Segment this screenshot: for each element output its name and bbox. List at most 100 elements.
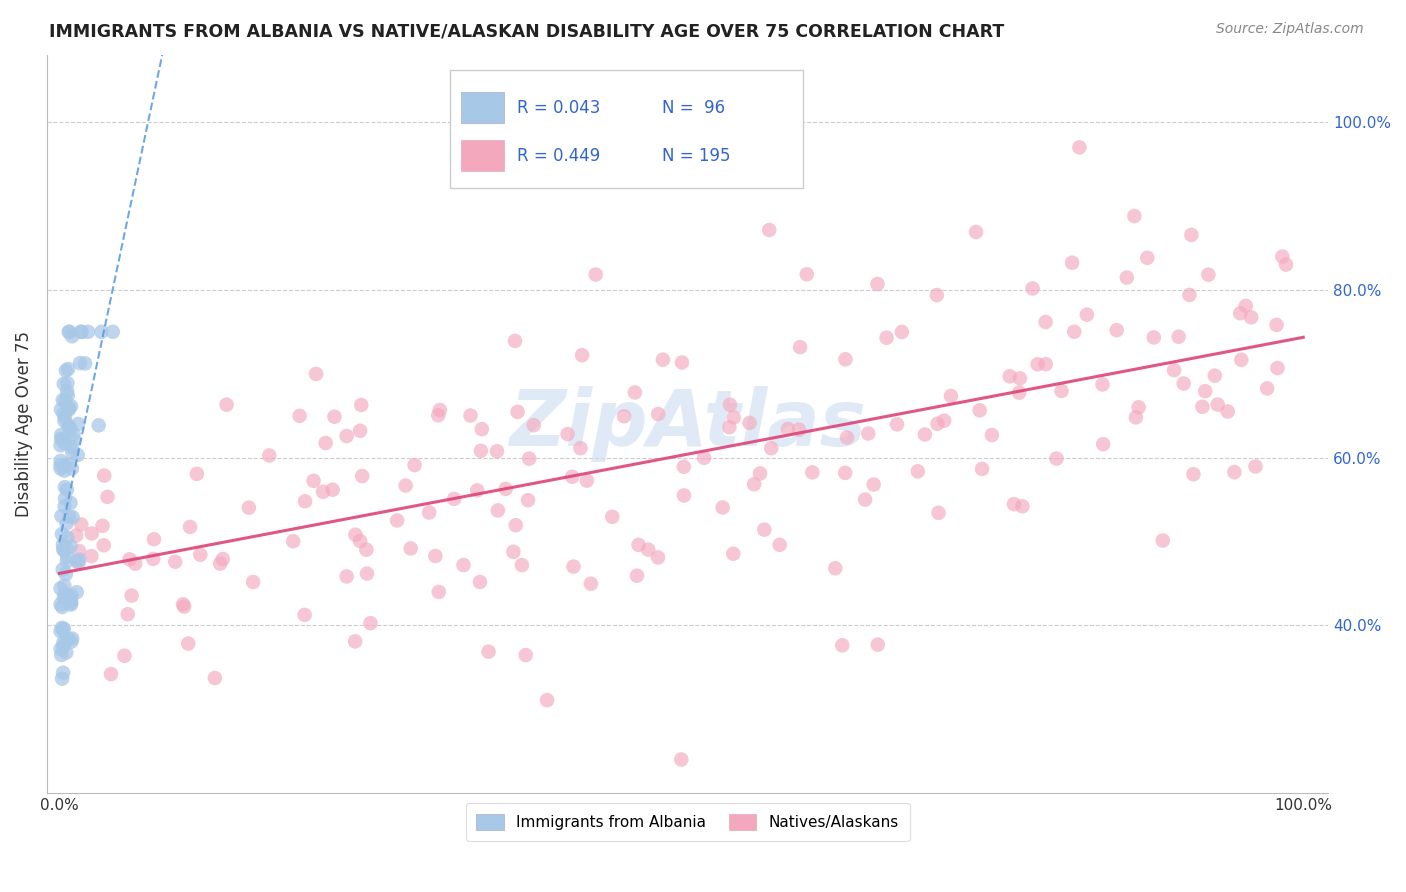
Point — [427, 585, 450, 599]
Point — [58, 325, 80, 339]
Point — [647, 550, 669, 565]
Point — [51, 428, 73, 442]
Point — [283, 534, 305, 549]
Point — [503, 334, 526, 348]
Point — [858, 426, 880, 441]
Point — [738, 416, 761, 430]
Point — [1275, 258, 1298, 272]
Text: Source: ZipAtlas.com: Source: ZipAtlas.com — [1216, 22, 1364, 37]
Point — [52, 622, 75, 636]
Point — [1152, 533, 1174, 548]
Point — [495, 482, 517, 496]
Point — [350, 398, 373, 412]
Point — [1230, 352, 1253, 367]
Point — [776, 422, 799, 436]
Point — [1011, 500, 1033, 514]
Point — [769, 538, 792, 552]
Point — [460, 409, 482, 423]
Point — [177, 636, 200, 650]
Point — [55, 541, 77, 555]
Point — [344, 634, 367, 648]
Point — [465, 483, 488, 498]
Point — [1191, 400, 1213, 414]
Point — [62, 433, 84, 447]
Point — [53, 480, 76, 494]
Point — [1008, 371, 1031, 385]
Point — [485, 444, 508, 458]
Point — [571, 348, 593, 362]
Point — [1128, 401, 1150, 415]
Point — [672, 488, 695, 502]
Point — [510, 558, 533, 573]
Point — [711, 500, 734, 515]
Point — [211, 552, 233, 566]
Point — [58, 325, 80, 339]
Point — [288, 409, 311, 423]
Point — [51, 621, 73, 635]
Point — [53, 464, 76, 478]
Point — [561, 469, 583, 483]
Point — [96, 490, 118, 504]
Point — [59, 540, 82, 554]
Point — [52, 407, 75, 421]
Point — [970, 462, 993, 476]
Point — [787, 423, 810, 437]
FancyBboxPatch shape — [450, 70, 803, 188]
Point — [53, 436, 76, 450]
Point — [121, 589, 143, 603]
Point — [70, 517, 93, 532]
Point — [356, 542, 378, 557]
Point — [1063, 325, 1085, 339]
Point — [1062, 256, 1084, 270]
Point — [613, 409, 636, 424]
Point — [51, 527, 73, 541]
Point — [60, 461, 83, 475]
Point — [557, 427, 579, 442]
Point — [49, 402, 72, 417]
Point — [418, 506, 440, 520]
Point — [60, 634, 83, 648]
Point — [352, 469, 374, 483]
Point — [124, 557, 146, 571]
Point — [1178, 288, 1201, 302]
Point — [188, 548, 211, 562]
Point — [49, 624, 72, 639]
Point — [1267, 361, 1289, 376]
Point — [1125, 410, 1147, 425]
Point — [56, 362, 79, 376]
Point — [62, 427, 84, 442]
Point — [294, 494, 316, 508]
Point — [1216, 404, 1239, 418]
Point — [471, 422, 494, 436]
Point — [114, 648, 136, 663]
Point — [51, 508, 73, 523]
Point — [56, 531, 79, 545]
Point — [862, 477, 884, 491]
Point — [49, 461, 72, 475]
Point — [600, 509, 623, 524]
Point — [1167, 329, 1189, 343]
Point — [66, 448, 89, 462]
Point — [835, 431, 858, 445]
Point — [427, 409, 450, 423]
Point — [1076, 308, 1098, 322]
Point — [626, 568, 648, 582]
Point — [56, 549, 79, 564]
Point — [1206, 398, 1229, 412]
Point — [53, 500, 76, 514]
Point — [80, 526, 103, 541]
Point — [637, 542, 659, 557]
Point — [569, 441, 592, 455]
Point — [77, 325, 100, 339]
Point — [52, 538, 75, 552]
Point — [52, 591, 75, 605]
Point — [49, 432, 72, 446]
Point — [925, 288, 948, 302]
Point — [502, 545, 524, 559]
Point — [969, 403, 991, 417]
Text: R = 0.043: R = 0.043 — [517, 99, 600, 117]
Text: N = 195: N = 195 — [662, 147, 730, 165]
Point — [172, 598, 194, 612]
Point — [55, 646, 77, 660]
Point — [1069, 140, 1091, 154]
